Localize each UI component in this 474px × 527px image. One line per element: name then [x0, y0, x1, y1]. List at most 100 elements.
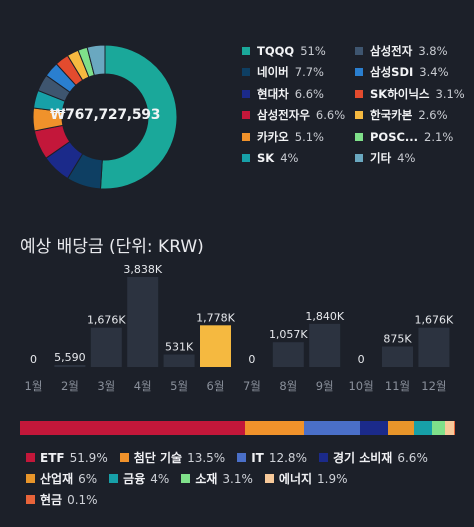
legend-swatch [242, 132, 250, 141]
dividend-bar-4월[interactable] [127, 277, 159, 367]
dividend-value-label: 1,840K [305, 310, 344, 323]
holding-name: TQQQ [257, 43, 295, 58]
sector-name: 산업재 [40, 472, 74, 486]
holding-legend-item[interactable]: 카카오 5.1% [242, 126, 345, 148]
sector-segment[interactable] [245, 421, 305, 435]
holding-name: 삼성전자 [370, 43, 413, 58]
holding-percent: 51% [300, 43, 326, 58]
legend-swatch [242, 89, 250, 98]
dividend-bar-12월[interactable] [418, 327, 450, 367]
holding-percent: 3.1% [435, 86, 465, 101]
holding-name: 현대차 [257, 86, 289, 101]
legend-swatch [242, 111, 250, 120]
dividend-bar-6월[interactable] [200, 325, 231, 367]
legend-swatch [355, 111, 363, 120]
sector-percent: 51.9% [69, 450, 108, 465]
dividend-bar-9월[interactable] [309, 323, 341, 367]
sector-percent: 3.1% [222, 471, 253, 486]
sector-legend-item[interactable]: 현금 0.1% [26, 491, 98, 508]
sector-percent: 6.6% [397, 450, 428, 465]
month-tick-label: 5월 [170, 379, 188, 393]
dividend-value-label: 1,676K [415, 314, 454, 327]
holding-name: 한국카본 [370, 108, 413, 123]
sector-segment[interactable] [388, 421, 415, 435]
sector-percent: 6% [78, 471, 98, 486]
holding-percent: 7.7% [294, 65, 324, 80]
month-tick-label: 6월 [207, 379, 225, 393]
legend-swatch [242, 46, 250, 55]
legend-swatch [242, 154, 250, 163]
holding-legend-item[interactable]: 한국카본 2.6% [355, 105, 465, 127]
legend-swatch [26, 453, 35, 462]
holding-name: 삼성전자우 [257, 108, 310, 123]
legend-swatch [355, 132, 363, 141]
holding-legend-item[interactable]: SK하이닉스 3.1% [355, 83, 465, 105]
holding-legend-item[interactable]: 기타 4% [355, 148, 465, 170]
sector-legend-row: 현금 0.1% [26, 489, 440, 510]
holdings-legend-right: 삼성전자 3.8% 삼성SDI 3.4% SK하이닉스 3.1% 한국카본 2.6% POSC.… [355, 40, 465, 169]
sector-percent: 13.5% [187, 450, 226, 465]
holding-name: POSC... [370, 129, 419, 144]
sector-name: ETF [40, 450, 65, 465]
holding-percent: 6.6% [294, 86, 324, 101]
legend-swatch [237, 453, 247, 462]
dividend-chart-title: 예상 배당금 (단위: KRW) [20, 237, 204, 257]
dividend-value-label: 0 [248, 353, 255, 366]
holding-legend-item[interactable]: 삼성전자 3.8% [355, 40, 465, 62]
legend-swatch [109, 474, 119, 483]
sector-legend-item[interactable]: 산업재 6% [26, 470, 97, 487]
holding-name: 카카오 [257, 129, 289, 144]
month-tick-label: 2월 [61, 379, 79, 393]
legend-swatch [355, 154, 363, 163]
sector-legend-item[interactable]: ETF 51.9% [26, 451, 108, 465]
dividend-value-label: 1,778K [196, 311, 235, 324]
sector-name: IT [251, 450, 264, 465]
dividend-bar-8월[interactable] [272, 342, 304, 367]
holding-legend-item[interactable]: SK 4% [242, 148, 345, 170]
sector-segment[interactable] [304, 421, 360, 435]
legend-swatch [26, 474, 35, 483]
holding-name: 기타 [370, 151, 392, 166]
legend-swatch [242, 68, 250, 77]
sector-name: 첨단 기술 [133, 451, 183, 465]
month-tick-label: 10월 [348, 379, 373, 393]
holding-legend-item[interactable]: TQQQ 51% [242, 40, 345, 62]
holding-legend-item[interactable]: 삼성SDI 3.4% [355, 62, 465, 84]
holding-percent: 2.6% [418, 108, 448, 123]
holding-legend-item[interactable]: 삼성전자우 6.6% [242, 105, 345, 127]
holding-legend-item[interactable]: 네이버 7.7% [242, 62, 345, 84]
sector-segment[interactable] [414, 421, 432, 435]
sector-legend-item[interactable]: IT 12.8% [237, 451, 307, 465]
sector-legend-item[interactable]: 경기 소비재 6.6% [318, 449, 428, 466]
holdings-donut-chart [32, 44, 178, 190]
dividend-value-label: 5,590 [54, 351, 86, 364]
dividend-bar-5월[interactable] [163, 354, 195, 367]
holding-legend-item[interactable]: POSC... 2.1% [355, 126, 465, 148]
dividend-value-label: 1,676K [87, 314, 126, 327]
sector-name: 경기 소비재 [332, 451, 393, 465]
sector-segment[interactable] [20, 421, 246, 435]
dividend-bar-11월[interactable] [382, 346, 413, 367]
sector-legend-item[interactable]: 첨단 기술 13.5% [119, 449, 226, 466]
sector-legend-item[interactable]: 금융 4% [109, 470, 169, 487]
sector-segment[interactable] [359, 421, 389, 435]
holding-percent: 5.1% [294, 129, 324, 144]
sector-name: 소재 [195, 472, 218, 486]
sector-segment[interactable] [431, 421, 446, 435]
sector-name: 현금 [40, 493, 63, 507]
holding-name: 삼성SDI [370, 65, 414, 80]
holding-legend-item[interactable]: 현대차 6.6% [242, 83, 345, 105]
dividend-bar-2월[interactable] [54, 365, 86, 367]
donut-slice-0[interactable] [99, 44, 178, 190]
holding-percent: 3.8% [418, 43, 448, 58]
sector-segment[interactable] [445, 421, 454, 435]
sector-legend-item[interactable]: 에너지 1.9% [264, 470, 348, 487]
legend-swatch [119, 453, 129, 462]
donut-slice-11[interactable] [86, 44, 106, 76]
month-tick-label: 3월 [97, 379, 115, 393]
month-tick-label: 7월 [243, 379, 261, 393]
sector-name: 금융 [123, 472, 146, 486]
sector-name: 에너지 [278, 472, 313, 486]
dividend-bar-3월[interactable] [90, 327, 122, 367]
sector-legend-item[interactable]: 소재 3.1% [181, 470, 253, 487]
